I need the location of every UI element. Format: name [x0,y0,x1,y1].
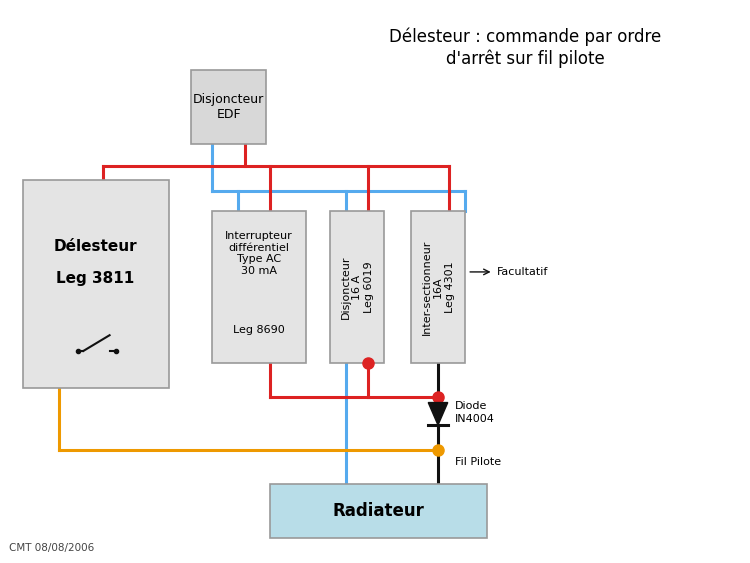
Text: Délesteur: Délesteur [54,239,137,254]
Bar [191,70,266,144]
Bar [212,211,306,363]
Text: Délesteur : commande par ordre
d'arrêt sur fil pilote: Délesteur : commande par ordre d'arrêt s… [388,28,662,68]
Polygon shape [428,403,448,425]
Text: Inter-sectionneur
16A
Leg 4301: Inter-sectionneur 16A Leg 4301 [422,239,454,335]
Text: IN4004: IN4004 [454,414,494,425]
Text: CMT 08/08/2006: CMT 08/08/2006 [9,543,94,553]
Bar [22,180,169,388]
Text: Interrupteur
différentiel
Type AC
30 mA: Interrupteur différentiel Type AC 30 mA [225,231,293,276]
Bar [270,484,488,538]
Bar [330,211,384,363]
Text: Leg 8690: Leg 8690 [233,325,285,334]
Text: Radiateur: Radiateur [333,502,424,520]
Text: Fil Pilote: Fil Pilote [454,457,501,467]
Text: Diode: Diode [454,401,487,412]
Text: Disjoncteur
EDF: Disjoncteur EDF [194,93,264,121]
Text: Disjoncteur
16 A
Leg 6019: Disjoncteur 16 A Leg 6019 [340,256,374,319]
Text: Facultatif: Facultatif [497,267,548,277]
Bar [411,211,465,363]
Text: Leg 3811: Leg 3811 [56,271,135,285]
